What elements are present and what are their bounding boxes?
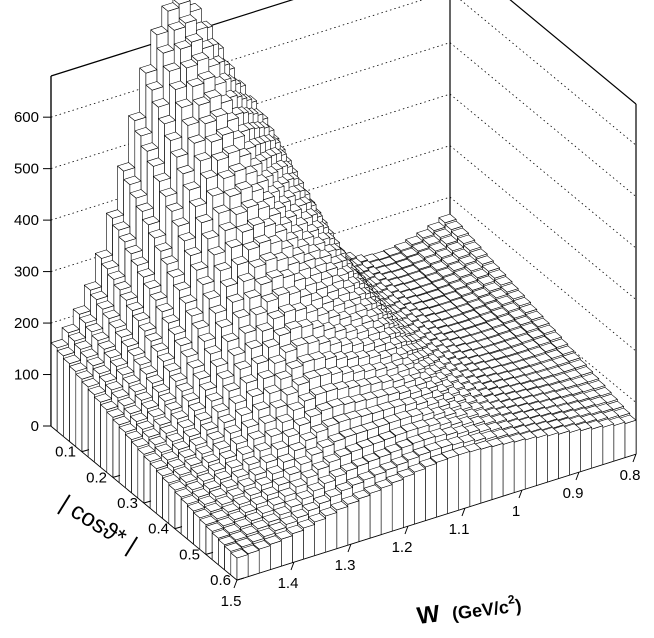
y-tick-label: 0.2 xyxy=(86,469,107,486)
x-tick-mark xyxy=(290,561,295,571)
y-tick-mark xyxy=(174,526,183,530)
y-tick-mark xyxy=(205,551,214,555)
y-axis-ticks: 0.1 0.2 0.3 0.4 0.5 0.6 xyxy=(55,444,245,589)
x-axis-ticks: 1.5 1.4 1.3 1.2 1.1 1 0.9 0.8 xyxy=(221,453,641,610)
y-tick-label: 0.6 xyxy=(210,572,231,589)
x-tick-label: 1.3 xyxy=(335,557,356,574)
y-tick-mark xyxy=(143,500,152,504)
y-tick-mark xyxy=(81,449,90,453)
z-tick-label: 0 xyxy=(31,418,39,435)
x-axis-title: W (GeV/c2) xyxy=(415,590,522,630)
z-tick-label: 500 xyxy=(14,161,39,178)
x-tick-mark xyxy=(461,507,466,517)
x-tick-mark xyxy=(575,471,580,481)
z-tick-label: 400 xyxy=(14,212,39,229)
y-tick-mark xyxy=(112,474,121,478)
bars xyxy=(50,0,637,581)
x-tick-label: 1 xyxy=(512,503,520,520)
x-tick-mark xyxy=(347,543,352,553)
x-tick-label: 0.9 xyxy=(563,485,584,502)
y-tick-label: 0.5 xyxy=(179,546,200,563)
y-tick-label: 0.4 xyxy=(148,521,169,538)
x-tick-mark xyxy=(632,453,637,463)
x-tick-label: 1.2 xyxy=(392,539,413,556)
x-tick-label: 0.8 xyxy=(620,467,641,484)
x-tick-mark xyxy=(518,489,523,499)
x-tick-label: 1.5 xyxy=(221,593,242,610)
x-tick-label: 1.4 xyxy=(278,575,299,592)
x-tick-mark xyxy=(404,525,409,535)
y-tick-label: 0.1 xyxy=(55,444,76,461)
z-tick-label: 300 xyxy=(14,264,39,281)
lego-bar xyxy=(230,549,249,581)
z-tick-label: 100 xyxy=(14,367,39,384)
ceiling-back-edges xyxy=(50,0,637,105)
y-tick-mark xyxy=(236,577,245,581)
z-tick-label: 200 xyxy=(14,315,39,332)
z-axis-ticks: 0 100 200 300 400 500 600 xyxy=(14,76,52,435)
x-tick-label: 1.1 xyxy=(449,521,470,538)
x-tick-mark xyxy=(233,579,238,589)
z-tick-label: 600 xyxy=(14,109,39,126)
y-tick-label: 0.3 xyxy=(117,495,138,512)
